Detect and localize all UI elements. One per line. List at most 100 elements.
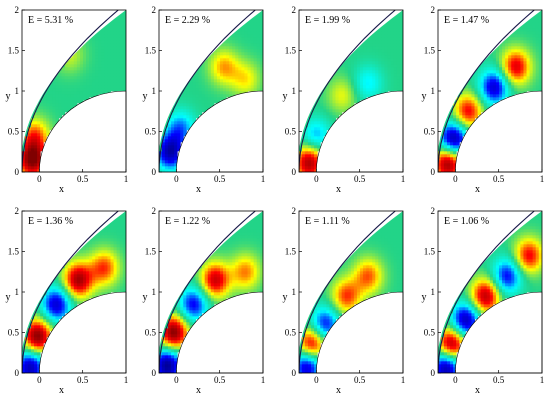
field-cell bbox=[526, 60, 531, 65]
field-cell bbox=[456, 132, 460, 137]
field-cell bbox=[311, 147, 315, 152]
field-cell bbox=[505, 93, 509, 98]
field-cell bbox=[98, 33, 102, 38]
field-cell bbox=[344, 78, 349, 83]
field-cell bbox=[61, 90, 66, 95]
field-cell bbox=[529, 75, 534, 80]
field-cell bbox=[70, 57, 75, 62]
field-cell bbox=[259, 57, 263, 62]
field-cell bbox=[323, 123, 327, 128]
field-cell bbox=[256, 30, 261, 35]
field-cell bbox=[344, 93, 349, 98]
field-cell bbox=[329, 114, 333, 119]
field-cell bbox=[244, 60, 249, 65]
field-cell bbox=[61, 87, 66, 92]
field-cell bbox=[511, 51, 515, 56]
field-cell bbox=[335, 102, 340, 107]
field-cell bbox=[529, 24, 534, 29]
field-cell bbox=[505, 48, 509, 53]
field-cell bbox=[486, 60, 491, 65]
field-cell bbox=[216, 87, 221, 92]
field-cell bbox=[250, 72, 255, 77]
field-cell bbox=[34, 150, 38, 155]
field-cell bbox=[167, 123, 172, 128]
field-cell bbox=[387, 63, 392, 68]
field-cell bbox=[480, 90, 485, 95]
field-cell bbox=[161, 138, 166, 143]
field-cell bbox=[450, 165, 454, 170]
x-tick-label: 0.5 bbox=[77, 174, 89, 184]
field-cell bbox=[164, 141, 169, 146]
field-cell bbox=[253, 51, 258, 56]
field-cell bbox=[363, 51, 367, 56]
field-cell bbox=[396, 66, 401, 71]
field-cell bbox=[235, 39, 239, 44]
field-cell bbox=[89, 48, 93, 53]
field-cell bbox=[107, 87, 112, 92]
field-cell bbox=[171, 156, 175, 161]
field-cell bbox=[37, 162, 41, 167]
field-cell bbox=[438, 165, 442, 170]
field-cell bbox=[37, 123, 41, 128]
field-cell bbox=[113, 66, 118, 71]
field-cell bbox=[89, 36, 93, 41]
field-cell bbox=[226, 39, 230, 44]
field-cell bbox=[341, 78, 346, 83]
field-cell bbox=[369, 69, 373, 74]
field-cell bbox=[443, 132, 448, 137]
field-cell bbox=[532, 21, 537, 26]
field-cell bbox=[338, 69, 343, 74]
field-cell bbox=[171, 123, 175, 128]
field-cell bbox=[235, 48, 239, 53]
field-cell bbox=[468, 78, 472, 83]
field-cell bbox=[453, 123, 457, 128]
field-cell bbox=[523, 81, 528, 86]
field-cell bbox=[369, 84, 373, 89]
field-cell bbox=[356, 60, 361, 65]
field-cell bbox=[471, 93, 476, 98]
field-cell bbox=[338, 87, 343, 92]
field-cell bbox=[502, 60, 506, 65]
field-cell bbox=[55, 96, 60, 101]
field-cell bbox=[219, 42, 224, 47]
field-cell bbox=[213, 87, 218, 92]
field-cell bbox=[486, 69, 491, 74]
field-cell bbox=[338, 99, 343, 104]
field-cell bbox=[174, 132, 178, 137]
field-cell bbox=[520, 45, 524, 50]
field-cell bbox=[317, 129, 321, 134]
field-cell bbox=[73, 87, 78, 92]
field-cell bbox=[34, 144, 38, 149]
field-cell bbox=[517, 39, 521, 44]
field-cell bbox=[55, 111, 60, 116]
field-cell bbox=[523, 36, 528, 41]
field-cell bbox=[514, 42, 518, 47]
field-cell bbox=[43, 132, 47, 137]
field-cell bbox=[492, 48, 497, 53]
field-cell bbox=[372, 72, 376, 77]
field-cell bbox=[462, 84, 466, 89]
field-cell bbox=[210, 72, 215, 77]
field-cell bbox=[43, 120, 47, 125]
field-cell bbox=[387, 33, 392, 38]
field-cell bbox=[207, 81, 212, 86]
field-cell bbox=[92, 69, 96, 74]
field-cell bbox=[381, 51, 385, 56]
field-cell bbox=[256, 18, 261, 23]
field-cell bbox=[311, 132, 315, 137]
field-cell bbox=[462, 123, 466, 128]
field-cell bbox=[241, 30, 245, 35]
x-tick-label: 1 bbox=[261, 174, 266, 184]
field-cell bbox=[92, 63, 96, 68]
field-cell bbox=[73, 93, 78, 98]
field-cell bbox=[40, 123, 44, 128]
field-cell bbox=[492, 51, 497, 56]
field-cell bbox=[440, 165, 445, 170]
field-cell bbox=[98, 87, 102, 92]
field-cell bbox=[167, 150, 172, 155]
field-cell bbox=[440, 162, 445, 167]
field-cell bbox=[67, 75, 72, 80]
field-cell bbox=[52, 111, 56, 116]
field-cell bbox=[210, 84, 215, 89]
field-cell bbox=[250, 78, 255, 83]
